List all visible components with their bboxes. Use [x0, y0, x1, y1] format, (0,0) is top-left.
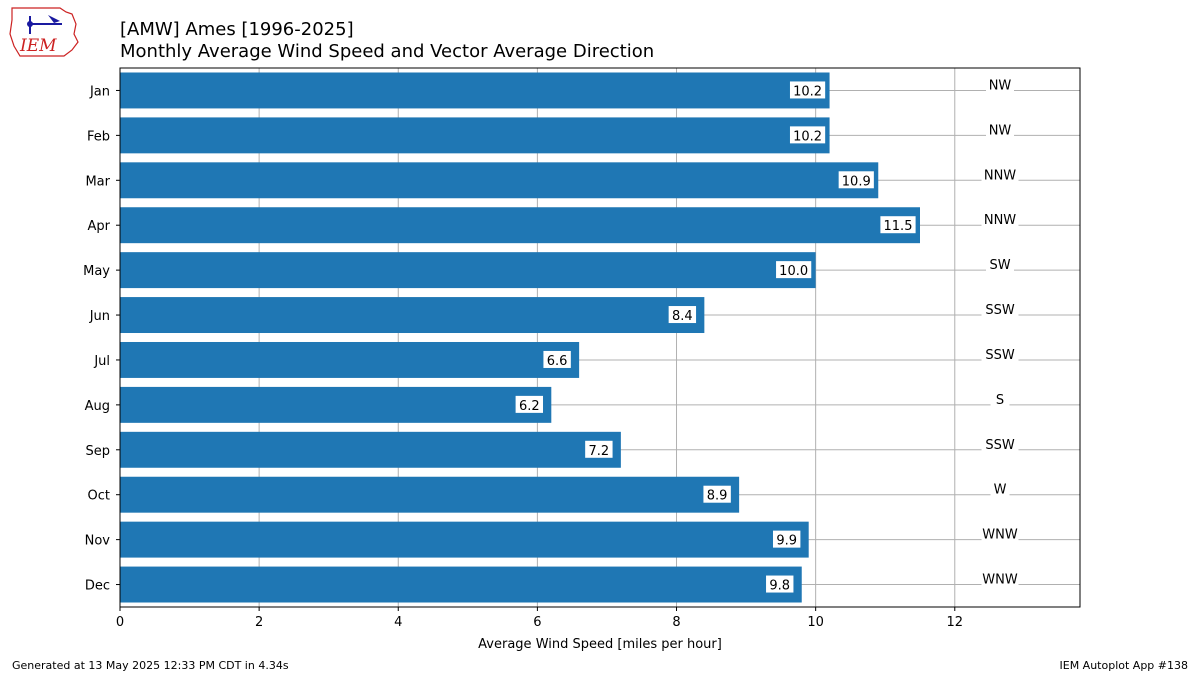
- station-dot-shape: [27, 21, 33, 27]
- direction-label: WNW: [982, 528, 1018, 543]
- iem-logo: IEM: [9, 7, 79, 57]
- direction-label-box: [986, 126, 1014, 144]
- data-label-box: [585, 440, 613, 458]
- data-label: 6.2: [519, 399, 540, 414]
- bars: [120, 72, 920, 603]
- data-label: 9.8: [769, 579, 790, 594]
- iowa-outline-shape: [9, 7, 79, 57]
- logo-text: IEM: [19, 36, 57, 56]
- y-tick-label: May: [83, 264, 110, 279]
- y-tick-label: Dec: [85, 579, 110, 594]
- data-label-box: [789, 126, 826, 144]
- data-label: 8.9: [707, 489, 728, 504]
- x-axis-ticks: 0 2 4 6 8 10 12: [116, 607, 963, 630]
- direction-labels: NW NW NNW NNW SW SSW SSW S SSW W WNW WNW: [981, 78, 1019, 593]
- direction-label: S: [996, 393, 1004, 408]
- data-label: 6.6: [547, 354, 568, 369]
- data-label: 10.0: [779, 264, 808, 279]
- direction-label: SSW: [985, 348, 1015, 363]
- bar: [120, 72, 830, 109]
- data-label: 11.5: [884, 219, 913, 234]
- wind-vane-shape: [48, 15, 60, 23]
- data-label-box: [880, 216, 916, 234]
- data-label-box: [789, 81, 826, 99]
- generated-footer: Generated at 13 May 2025 12:33 PM CDT in…: [12, 659, 289, 672]
- direction-label: SSW: [985, 438, 1015, 453]
- y-tick-label: Feb: [87, 129, 110, 144]
- direction-label: NNW: [984, 213, 1016, 228]
- data-label-box: [772, 530, 801, 548]
- y-tick-label: Apr: [88, 219, 111, 234]
- bar: [120, 431, 621, 468]
- data-label-box: [515, 395, 544, 413]
- bar: [120, 117, 830, 154]
- x-tick-label: 2: [255, 615, 263, 630]
- data-label: 10.9: [842, 174, 871, 189]
- direction-label-box: [981, 575, 1019, 593]
- direction-label-box: [986, 81, 1014, 99]
- data-labels: 10.2 10.2 10.9 11.5 10.0 8.4 6.6 6.2 7.2 8.9 9.9 9.…: [515, 81, 916, 594]
- y-tick-label: Aug: [85, 399, 110, 414]
- data-label-box: [838, 171, 874, 189]
- bar: [120, 297, 705, 334]
- direction-label-box: [981, 171, 1019, 189]
- direction-label: W: [994, 483, 1007, 498]
- direction-label-box: [990, 485, 1010, 503]
- chart-subtitle: Monthly Average Wind Speed and Vector Av…: [120, 41, 654, 62]
- chart-title: [AMW] Ames [1996-2025]: [120, 19, 354, 40]
- x-tick-label: 8: [672, 615, 680, 630]
- data-label: 10.2: [793, 129, 822, 144]
- x-tick-label: 6: [533, 615, 541, 630]
- bar: [120, 252, 816, 289]
- direction-label-box: [981, 216, 1019, 234]
- x-tick-label: 0: [116, 615, 124, 630]
- direction-label-box: [981, 530, 1019, 548]
- x-tick-label: 10: [807, 615, 824, 630]
- data-label-box: [776, 261, 812, 279]
- data-label: 9.9: [776, 534, 797, 549]
- direction-label: NW: [989, 123, 1012, 138]
- direction-label-box: [981, 350, 1019, 368]
- y-tick-label: Sep: [85, 444, 110, 459]
- data-label-box: [543, 350, 571, 368]
- direction-label-box: [986, 261, 1014, 279]
- y-tick-label: Nov: [85, 534, 111, 549]
- x-tick-label: 12: [947, 615, 964, 630]
- data-label-box: [668, 306, 697, 324]
- data-label: 10.2: [793, 84, 822, 99]
- bar: [120, 162, 879, 199]
- bar: [120, 386, 552, 423]
- bar: [120, 341, 580, 378]
- direction-label: SSW: [985, 303, 1015, 318]
- x-tick-label: 4: [394, 615, 402, 630]
- data-label: 8.4: [672, 309, 693, 324]
- data-label: 7.2: [589, 444, 610, 459]
- plot-frame: [119, 67, 1081, 608]
- y-tick-label: Oct: [88, 489, 110, 504]
- direction-label: WNW: [982, 573, 1018, 588]
- direction-label-box: [981, 306, 1019, 324]
- data-label-box: [703, 485, 731, 503]
- bar: [120, 521, 809, 558]
- bar: [120, 566, 802, 603]
- direction-label: SW: [989, 258, 1010, 273]
- y-tick-label: Jan: [89, 84, 110, 99]
- data-label-box: [766, 575, 794, 593]
- bar: [120, 207, 920, 244]
- direction-label: NNW: [984, 168, 1016, 183]
- direction-label: NW: [989, 78, 1012, 93]
- direction-label-box: [981, 440, 1019, 458]
- direction-label-box: [990, 395, 1010, 413]
- y-axis-ticks: Jan Feb Mar Apr May Jun Jul Aug Sep Oct Nov Dec: [83, 84, 120, 594]
- x-axis-label: Average Wind Speed [miles per hour]: [478, 637, 722, 652]
- app-footer: IEM Autoplot App #138: [1060, 659, 1189, 672]
- y-tick-label: Jul: [93, 354, 110, 369]
- bar: [120, 476, 740, 513]
- y-tick-label: Jun: [89, 309, 110, 324]
- y-tick-label: Mar: [85, 174, 110, 189]
